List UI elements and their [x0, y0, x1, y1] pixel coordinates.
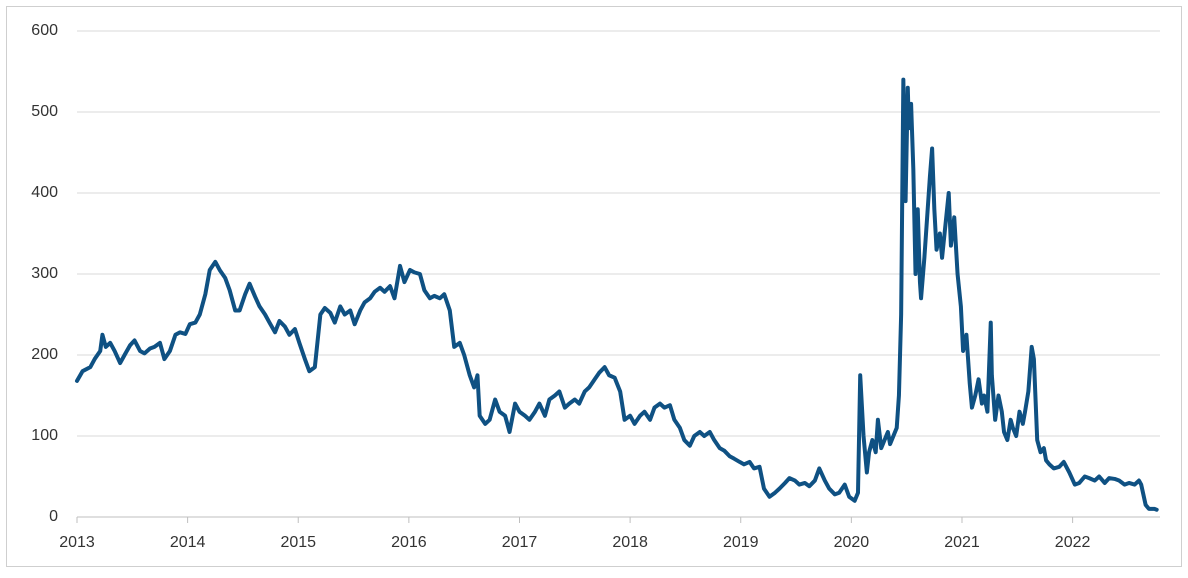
chart-frame	[6, 6, 1182, 567]
x-tick-label: 2020	[834, 534, 870, 551]
y-tick-label: 200	[31, 346, 58, 363]
data-line	[75, 77, 1159, 512]
x-tick-label: 2015	[280, 534, 316, 551]
x-tick-label: 2014	[170, 534, 206, 551]
x-tick-label: 2016	[391, 534, 427, 551]
x-tick-label: 2022	[1055, 534, 1091, 551]
x-tick-label: 2018	[612, 534, 648, 551]
y-tick-label: 300	[31, 265, 58, 282]
y-tick-label: 500	[31, 103, 58, 120]
x-tick-label: 2021	[944, 534, 980, 551]
x-tick-label: 2019	[723, 534, 759, 551]
y-tick-label: 0	[49, 508, 58, 525]
y-tick-label: 100	[31, 427, 58, 444]
x-tick-label: 2013	[59, 534, 95, 551]
x-tick-label: 2017	[502, 534, 538, 551]
y-tick-label: 600	[31, 22, 58, 39]
y-tick-label: 400	[31, 184, 58, 201]
